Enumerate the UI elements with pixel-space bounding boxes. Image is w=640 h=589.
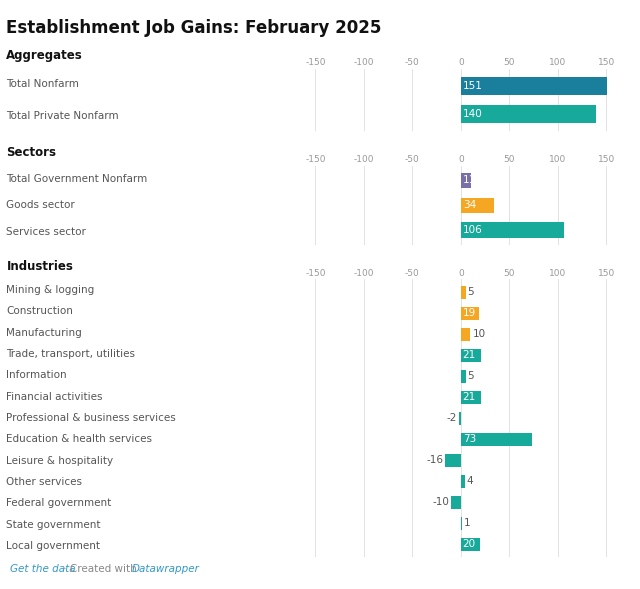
Text: Financial activities: Financial activities xyxy=(6,392,103,402)
Text: Get the data: Get the data xyxy=(10,564,75,574)
Bar xyxy=(445,454,461,466)
Bar xyxy=(451,495,461,509)
Text: 4: 4 xyxy=(467,476,473,486)
Text: Construction: Construction xyxy=(6,306,73,316)
Text: 140: 140 xyxy=(463,109,483,119)
Bar xyxy=(461,369,466,383)
Text: -2: -2 xyxy=(447,413,457,423)
Text: -10: -10 xyxy=(432,497,449,507)
Text: 21: 21 xyxy=(463,392,476,402)
Text: Total Government Nonfarm: Total Government Nonfarm xyxy=(6,174,148,184)
Text: Other services: Other services xyxy=(6,477,83,487)
Text: Total Nonfarm: Total Nonfarm xyxy=(6,80,79,90)
Bar xyxy=(461,77,607,95)
Text: Datawrapper: Datawrapper xyxy=(132,564,200,574)
Bar xyxy=(461,286,466,299)
Text: 20: 20 xyxy=(463,539,476,549)
Text: Establishment Job Gains: February 2025: Establishment Job Gains: February 2025 xyxy=(6,19,382,37)
Bar xyxy=(461,538,480,551)
Bar xyxy=(461,197,493,213)
Text: 19: 19 xyxy=(463,308,476,318)
Text: Education & health services: Education & health services xyxy=(6,435,152,445)
Text: Goods sector: Goods sector xyxy=(6,200,75,210)
Text: Federal government: Federal government xyxy=(6,498,111,508)
Text: Aggregates: Aggregates xyxy=(6,49,83,62)
Bar xyxy=(461,517,462,530)
Bar xyxy=(461,327,470,340)
Text: 11: 11 xyxy=(463,176,476,186)
Text: 73: 73 xyxy=(463,434,476,444)
Text: · Created with: · Created with xyxy=(60,564,140,574)
Text: Sectors: Sectors xyxy=(6,146,56,159)
Text: 151: 151 xyxy=(463,81,483,91)
Text: Mining & logging: Mining & logging xyxy=(6,285,95,295)
Text: 106: 106 xyxy=(463,225,483,235)
Text: 5: 5 xyxy=(468,287,474,297)
Bar xyxy=(461,432,532,446)
Text: 21: 21 xyxy=(463,350,476,360)
Bar xyxy=(461,223,564,238)
Bar xyxy=(461,349,481,362)
Text: -16: -16 xyxy=(426,455,444,465)
Bar xyxy=(461,306,479,320)
Bar xyxy=(461,105,596,123)
Text: 1: 1 xyxy=(464,518,470,528)
Text: 10: 10 xyxy=(472,329,486,339)
Text: Professional & business services: Professional & business services xyxy=(6,413,176,423)
Bar xyxy=(461,391,481,403)
Text: Trade, transport, utilities: Trade, transport, utilities xyxy=(6,349,136,359)
Text: 34: 34 xyxy=(463,200,476,210)
Bar xyxy=(461,475,465,488)
Text: Industries: Industries xyxy=(6,260,73,273)
Text: Information: Information xyxy=(6,370,67,380)
Text: 5: 5 xyxy=(468,371,474,381)
Text: Leisure & hospitality: Leisure & hospitality xyxy=(6,456,113,466)
Bar xyxy=(461,173,472,188)
Text: Total Private Nonfarm: Total Private Nonfarm xyxy=(6,111,119,121)
Text: Manufacturing: Manufacturing xyxy=(6,328,82,337)
Text: Services sector: Services sector xyxy=(6,227,86,237)
Bar xyxy=(459,412,461,425)
Text: Local government: Local government xyxy=(6,541,100,551)
Text: State government: State government xyxy=(6,519,101,530)
